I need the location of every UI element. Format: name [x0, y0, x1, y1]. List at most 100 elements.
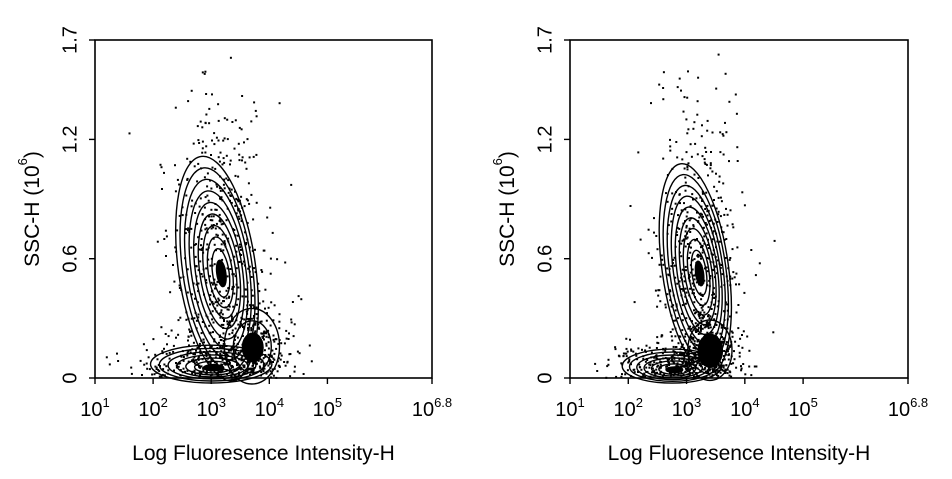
event-dot	[673, 353, 676, 356]
event-dot	[226, 138, 229, 141]
event-dot	[744, 373, 747, 376]
event-dot	[242, 260, 245, 263]
event-dot	[218, 160, 221, 163]
event-dot	[689, 361, 692, 364]
event-dot	[664, 303, 667, 306]
event-dot	[226, 360, 229, 363]
event-dot	[222, 157, 225, 160]
event-dot	[748, 365, 751, 368]
contour-level	[686, 238, 711, 306]
event-dot	[697, 313, 700, 316]
event-dot	[278, 327, 281, 330]
event-dot	[159, 163, 162, 166]
event-dot	[703, 315, 705, 318]
event-dot	[240, 357, 243, 360]
event-dot	[218, 370, 221, 373]
event-dot	[626, 350, 629, 353]
event-dot	[715, 207, 718, 210]
event-dot	[275, 376, 278, 379]
event-dot	[686, 96, 689, 99]
event-dot	[228, 370, 231, 373]
event-dot	[705, 232, 708, 235]
event-dot	[677, 342, 680, 345]
event-dot	[147, 356, 150, 359]
event-dot	[662, 71, 665, 74]
event-dot	[210, 359, 213, 362]
event-dot	[225, 219, 228, 222]
event-dot	[175, 336, 177, 339]
event-dot	[726, 372, 729, 375]
event-dot	[263, 367, 266, 370]
event-dot	[193, 244, 196, 246]
event-dot	[662, 98, 665, 101]
event-dot	[208, 107, 211, 110]
event-dot	[684, 302, 687, 305]
event-dot	[653, 361, 656, 364]
event-dot	[272, 361, 274, 363]
event-dot	[243, 318, 246, 321]
x-tick-label: 106.8	[412, 395, 452, 421]
event-dot	[697, 333, 700, 335]
event-dot	[215, 233, 218, 236]
event-dot	[249, 304, 252, 307]
event-dot	[684, 181, 687, 184]
event-dot	[706, 331, 709, 334]
x-tick-label: 106.8	[888, 395, 928, 421]
event-dot	[704, 208, 707, 210]
event-dot	[674, 335, 677, 338]
event-dot	[691, 259, 694, 262]
event-dot	[690, 337, 693, 340]
event-dot	[716, 272, 718, 275]
event-dot	[192, 358, 195, 361]
event-dot	[198, 371, 201, 373]
event-dot	[201, 151, 204, 154]
event-dot	[273, 340, 276, 343]
event-dot	[693, 340, 696, 343]
event-dot	[204, 122, 207, 125]
event-dot	[685, 349, 688, 352]
event-dot	[212, 226, 215, 229]
event-dot	[194, 353, 196, 356]
event-dot	[233, 338, 236, 341]
event-dot	[718, 175, 721, 178]
event-dot	[615, 375, 618, 378]
event-dot	[210, 187, 213, 190]
event-dot	[692, 361, 695, 363]
event-dot	[208, 356, 211, 359]
event-dot	[706, 243, 709, 246]
event-dot	[686, 211, 689, 214]
event-dot	[192, 142, 195, 145]
event-dot	[650, 351, 653, 354]
event-dot	[215, 136, 218, 139]
event-dot	[671, 207, 674, 210]
event-dot	[701, 251, 704, 254]
event-dot	[655, 235, 658, 237]
event-dot	[649, 361, 652, 364]
event-dot	[216, 304, 219, 307]
event-dot	[210, 227, 213, 230]
event-dot	[692, 224, 695, 227]
event-dot	[697, 376, 700, 379]
event-dot	[739, 337, 742, 340]
event-dot	[250, 276, 253, 278]
event-dot	[249, 367, 252, 370]
event-dot	[269, 257, 272, 260]
event-dot	[217, 139, 220, 142]
event-dot	[702, 226, 705, 229]
event-dot	[265, 330, 268, 333]
contour-level	[211, 248, 231, 298]
event-dot	[219, 218, 222, 221]
event-dot	[283, 361, 286, 363]
event-dot	[151, 373, 154, 376]
event-dot	[668, 362, 671, 364]
event-dot	[731, 223, 734, 226]
event-dot	[283, 342, 286, 345]
event-dot	[186, 177, 189, 180]
event-dot	[233, 255, 236, 258]
event-dot	[717, 364, 720, 367]
event-dot	[193, 317, 196, 320]
event-dot	[262, 337, 265, 339]
event-dot	[705, 376, 708, 379]
event-dot	[729, 344, 732, 347]
event-dot	[707, 371, 709, 374]
